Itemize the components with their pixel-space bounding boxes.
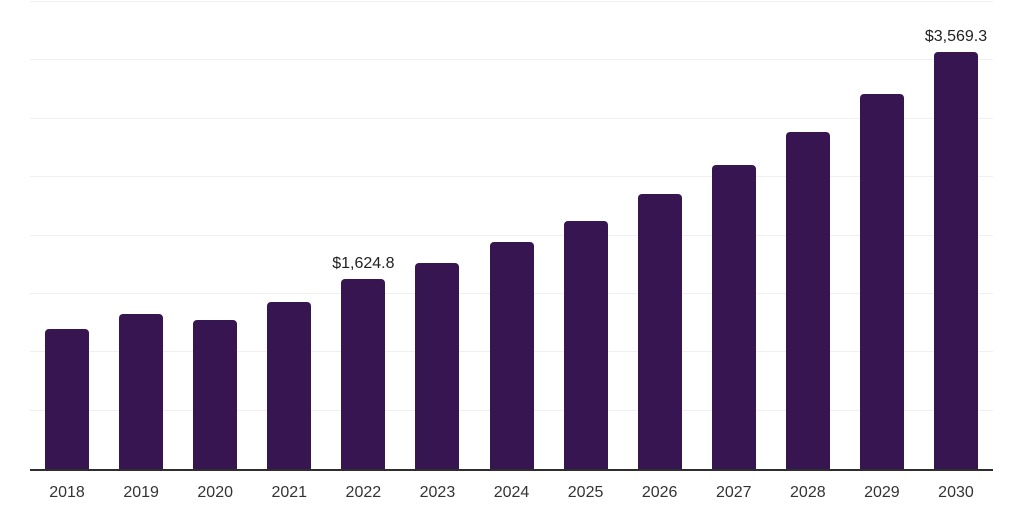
gridline-3000 [30, 117, 993, 119]
bar-2021[interactable] [267, 302, 312, 469]
x-label-2027: 2027 [715, 484, 752, 501]
x-label-2030: 2030 [938, 484, 974, 501]
bar-band-2028 [771, 2, 845, 469]
bar-value-label-2022: $1,624.8 [332, 255, 395, 273]
bar-band-2029 [845, 2, 919, 469]
x-label-2018: 2018 [49, 484, 85, 501]
gridline-2500 [30, 176, 993, 178]
bar-2027[interactable] [711, 164, 756, 469]
bar-band-2024 [474, 2, 548, 469]
x-label-2023: 2023 [419, 484, 456, 501]
bar-2029[interactable] [859, 94, 904, 469]
bar-band-2018 [30, 2, 104, 469]
x-label-2026: 2026 [641, 484, 678, 501]
bar-2019[interactable] [119, 313, 164, 469]
bar-band-2019 [104, 2, 178, 469]
x-axis-labels: 2018 2019 2020 2021 2022 2023 2024 2025 2026 2027… [30, 471, 993, 511]
gridline-3500 [30, 59, 993, 61]
bar-band-2030: $3,569.3 [919, 2, 993, 469]
bar-2025[interactable] [563, 221, 608, 469]
bar-band-2025 [549, 2, 623, 469]
x-label-2029: 2029 [864, 484, 900, 501]
x-label-2020: 2020 [197, 484, 233, 501]
x-label-2019: 2019 [123, 484, 159, 501]
bar-band-2021 [252, 2, 326, 469]
bar-2018[interactable] [45, 328, 90, 469]
bar-value-label-2030: $3,569.3 [924, 28, 988, 46]
bar-band-2023 [400, 2, 474, 469]
bar-2023[interactable] [415, 263, 460, 469]
x-label-2021: 2021 [271, 484, 308, 501]
bar-2024[interactable] [489, 242, 534, 469]
bar-band-2022: $1,624.8 [326, 2, 400, 469]
bar-band-2027 [697, 2, 771, 469]
bar-2028[interactable] [785, 132, 830, 469]
x-label-2025: 2025 [567, 484, 604, 501]
x-label-2022: 2022 [345, 484, 382, 501]
bar-band-2020 [178, 2, 252, 469]
bar-2026[interactable] [637, 194, 682, 469]
x-label-2024: 2024 [493, 484, 530, 501]
bar-2022[interactable]: $1,624.8 [332, 255, 394, 469]
gridline-2000 [30, 234, 993, 236]
bar-2030[interactable]: $3,569.3 [925, 28, 987, 469]
bar-2020[interactable] [193, 320, 238, 469]
bars-container: $1,624.8 $3,569.3 [30, 2, 993, 469]
x-label-2028: 2028 [790, 484, 826, 501]
bar-band-2026 [623, 2, 697, 469]
gridline-4000 [30, 1, 993, 2]
plot-area: $1,624.8 $3,569.3 [30, 1, 993, 471]
